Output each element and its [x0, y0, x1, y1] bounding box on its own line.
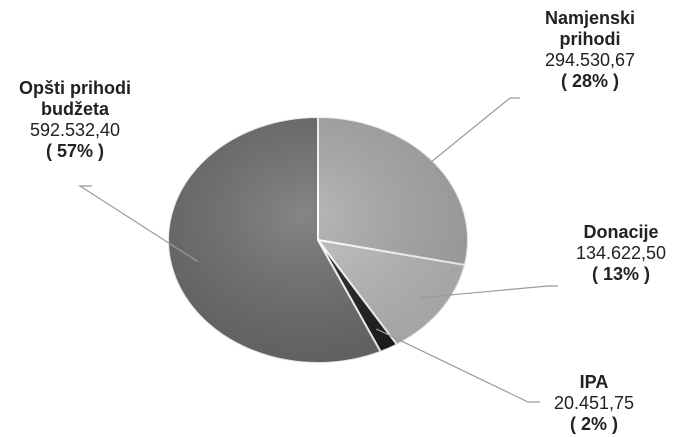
label-value: 592.532,40	[29, 120, 121, 140]
label-value: 20.451,75	[553, 393, 635, 413]
label-value: 294.530,67	[544, 50, 636, 70]
leader-line-donacije	[418, 285, 558, 299]
pie-shading	[168, 117, 468, 363]
leader-line-opsti-prihodi-budzeta	[77, 185, 199, 263]
label-name: budžeta	[40, 99, 109, 119]
label-name: Namjenski	[544, 8, 636, 28]
leader-line-ipa	[375, 328, 540, 403]
label-opsti-prihodi-budzeta: Opšti prihodi budžeta 592.532,40 ( 57% )	[0, 78, 150, 162]
label-name: prihodi	[559, 29, 621, 49]
label-percent: ( 13% )	[591, 264, 651, 284]
leader-line-namjenski-prihodi	[413, 97, 520, 177]
label-donacije: Donacije 134.622,50 ( 13% )	[560, 222, 682, 285]
label-percent: ( 57% )	[45, 141, 105, 161]
label-value: 134.622,50	[575, 243, 667, 263]
label-name: Donacije	[583, 222, 659, 242]
label-namjenski-prihodi: Namjenski prihodi 294.530,67 ( 28% )	[520, 8, 660, 92]
label-name: IPA	[579, 372, 609, 392]
label-name: Opšti prihodi	[19, 78, 131, 98]
label-percent: ( 2% )	[569, 414, 618, 434]
label-percent: ( 28% )	[560, 71, 620, 91]
label-ipa: IPA 20.451,75 ( 2% )	[534, 372, 654, 435]
